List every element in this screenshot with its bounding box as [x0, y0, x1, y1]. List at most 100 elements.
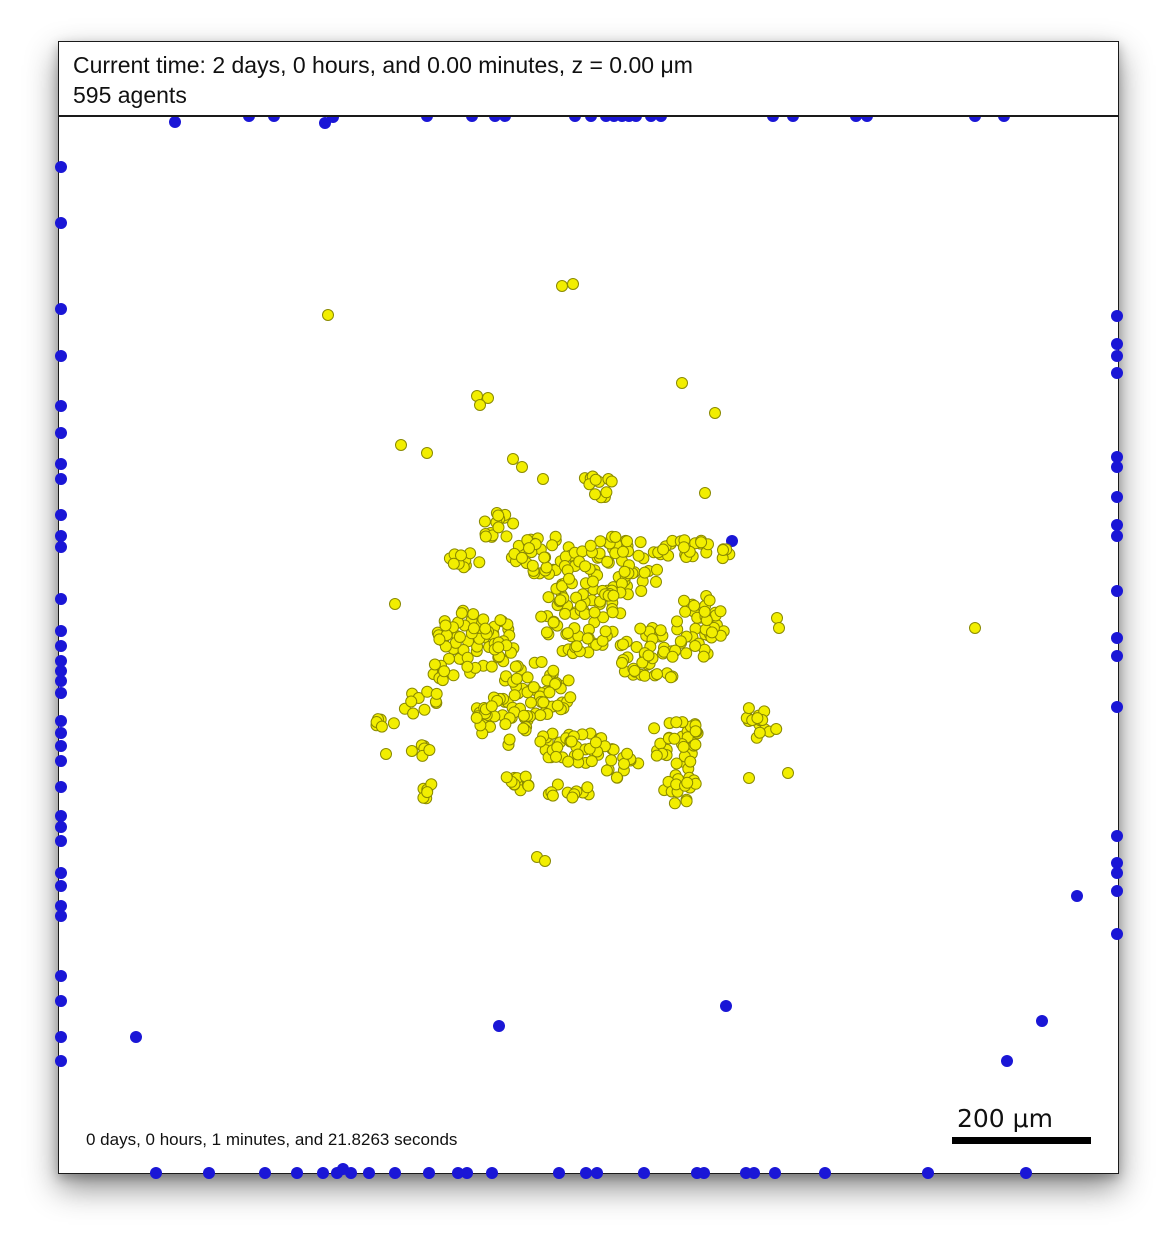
cell-agent	[556, 280, 568, 292]
info-header: Current time: 2 days, 0 hours, and 0.00 …	[59, 42, 1118, 117]
cell-agent	[479, 530, 492, 543]
boundary-agent	[1111, 350, 1123, 362]
cell-agent	[474, 399, 486, 411]
cell-agent	[632, 549, 645, 562]
cell-agent	[537, 473, 549, 485]
boundary-agent	[553, 1167, 565, 1179]
boundary-agent	[55, 458, 67, 470]
boundary-agent	[1111, 519, 1123, 531]
cell-agent	[586, 575, 599, 588]
cell-agent	[666, 650, 679, 663]
boundary-agent	[486, 1167, 498, 1179]
boundary-agent	[1111, 461, 1123, 473]
cell-agent	[535, 610, 548, 623]
cell-agent	[617, 638, 629, 651]
cell-agent	[561, 627, 574, 640]
scale-bar-label: 200 μm	[957, 1104, 1053, 1133]
cell-agent	[600, 764, 613, 777]
cell-agent	[430, 687, 443, 700]
cell-agent	[628, 664, 641, 677]
boundary-agent	[591, 1167, 603, 1179]
cell-agent	[773, 622, 785, 634]
cell-agent	[607, 589, 620, 602]
cell-agent	[407, 707, 420, 720]
cell-agent	[585, 755, 598, 768]
cell-agent	[654, 624, 667, 637]
boundary-agent	[461, 1167, 473, 1179]
boundary-agent	[698, 1167, 710, 1179]
cell-agent	[485, 660, 498, 673]
cell-agent	[579, 560, 592, 573]
cell-agent	[609, 531, 622, 543]
cell-agent	[668, 732, 681, 745]
cell-agent	[570, 640, 583, 653]
cell-agent	[473, 556, 486, 569]
boundary-agent	[580, 1167, 592, 1179]
cell-agent	[439, 619, 452, 632]
boundary-agent	[55, 835, 67, 847]
cell-agent	[671, 615, 683, 628]
agent-canvas	[55, 110, 1123, 1179]
cell-agent	[782, 767, 794, 779]
cell-agent	[751, 712, 764, 725]
cell-agent	[453, 631, 466, 643]
boundary-agent	[363, 1167, 375, 1179]
cell-agent	[492, 521, 505, 534]
cell-agent	[610, 771, 623, 784]
boundary-agent	[726, 535, 738, 547]
cell-agent	[389, 598, 401, 610]
boundary-agent	[819, 1167, 831, 1179]
cell-agent	[534, 709, 547, 722]
cell-agent	[523, 542, 535, 555]
scale-bar	[952, 1137, 1091, 1144]
boundary-agent	[169, 116, 181, 128]
boundary-agent	[1111, 885, 1123, 897]
cell-agent	[510, 672, 523, 685]
boundary-agent	[493, 1020, 505, 1032]
boundary-agent	[1111, 857, 1123, 869]
cell-agent	[479, 622, 492, 635]
cell-agent	[438, 665, 451, 678]
cell-agent	[680, 647, 693, 660]
boundary-agent	[291, 1167, 303, 1179]
cell-agent	[492, 509, 505, 522]
cell-agent	[499, 718, 512, 731]
boundary-agent	[317, 1167, 329, 1179]
cell-agent	[565, 735, 578, 748]
cell-agent	[492, 641, 505, 654]
cell-agent	[500, 530, 513, 543]
cell-agent	[521, 671, 534, 684]
boundary-agent	[345, 1167, 357, 1179]
boundary-agent	[1111, 632, 1123, 644]
boundary-agent	[130, 1031, 142, 1043]
boundary-agent	[1111, 585, 1123, 597]
cell-agent	[699, 487, 711, 499]
cell-agent	[467, 622, 480, 635]
cell-agent	[547, 616, 560, 629]
cell-agent	[651, 668, 663, 681]
cell-agent	[516, 461, 528, 473]
boundary-agent	[55, 541, 67, 553]
boundary-agent	[55, 755, 67, 767]
cell-agent	[517, 709, 530, 722]
cell-agent	[564, 691, 577, 704]
cell-agent	[599, 625, 612, 638]
cell-agent	[433, 633, 446, 646]
cell-agent	[600, 486, 613, 499]
boundary-agent	[55, 867, 67, 879]
boundary-agent	[55, 727, 67, 739]
cell-agent	[969, 622, 981, 634]
cell-agent	[562, 755, 575, 768]
cell-agent	[509, 660, 522, 673]
boundary-agent	[55, 640, 67, 652]
cell-agent	[703, 594, 716, 607]
cell-agent	[540, 561, 553, 574]
current-time-label: Current time: 2 days, 0 hours, and 0.00 …	[73, 52, 693, 78]
cell-agent	[566, 791, 579, 804]
boundary-agent	[1036, 1015, 1048, 1027]
cell-agent	[540, 626, 553, 639]
cell-agent	[743, 772, 755, 784]
cell-agent	[695, 536, 708, 549]
cell-agent	[650, 749, 663, 762]
cell-agent	[650, 575, 662, 588]
